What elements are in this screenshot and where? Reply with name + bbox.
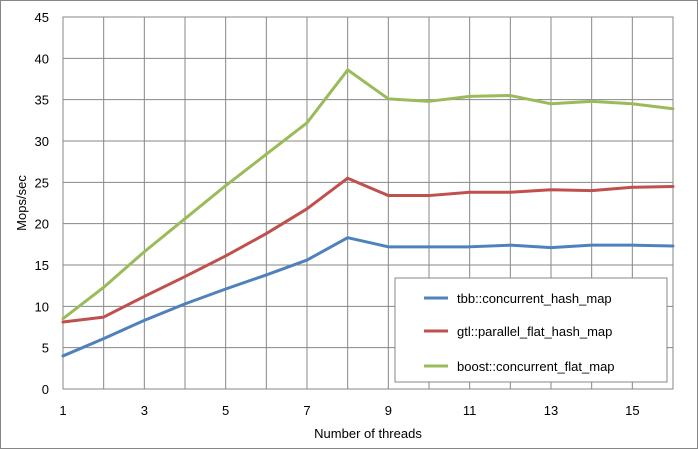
x-tick-label: 3	[141, 403, 148, 418]
y-tick-label: 15	[35, 258, 49, 273]
x-tick-label: 7	[303, 403, 310, 418]
x-tick-label: 15	[625, 403, 639, 418]
y-tick-label: 10	[35, 299, 49, 314]
series-line-1	[61, 236, 675, 358]
y-tick-label: 40	[35, 51, 49, 66]
plot-area-border	[62, 16, 674, 390]
x-tick-label: 9	[385, 403, 392, 418]
x-axis-tick-labels: 1 3 5 7 9 11 13 15	[59, 403, 639, 418]
y-tick-label: 0	[42, 382, 49, 397]
x-tick-label: 5	[222, 403, 229, 418]
x-axis-title: Number of threads	[314, 426, 422, 441]
series-line-3	[61, 68, 675, 321]
y-tick-label: 20	[35, 217, 49, 232]
x-tick-label: 13	[544, 403, 558, 418]
legend: tbb::concurrent_hash_mapgtl::parallel_fl…	[394, 277, 668, 383]
legend-label-3: boost::concurrent_flat_map	[457, 359, 615, 374]
series-line-2	[61, 176, 675, 324]
x-tick-label: 1	[59, 403, 66, 418]
y-tick-label: 35	[35, 93, 49, 108]
y-tick-label: 30	[35, 134, 49, 149]
y-tick-label: 25	[35, 175, 49, 190]
plot-border	[62, 16, 674, 390]
y-tick-label: 5	[42, 341, 49, 356]
legend-label-1: tbb::concurrent_hash_map	[457, 291, 612, 306]
y-axis-title: Mops/sec	[14, 175, 29, 231]
y-tick-label: 45	[35, 10, 49, 25]
legend-label-2: gtl::parallel_flat_hash_map	[457, 324, 612, 339]
y-axis-tick-labels: 0 5 10 15 20 25 30 35 40 45	[35, 10, 49, 397]
x-tick-label: 11	[463, 403, 477, 418]
series-lines	[61, 68, 675, 358]
